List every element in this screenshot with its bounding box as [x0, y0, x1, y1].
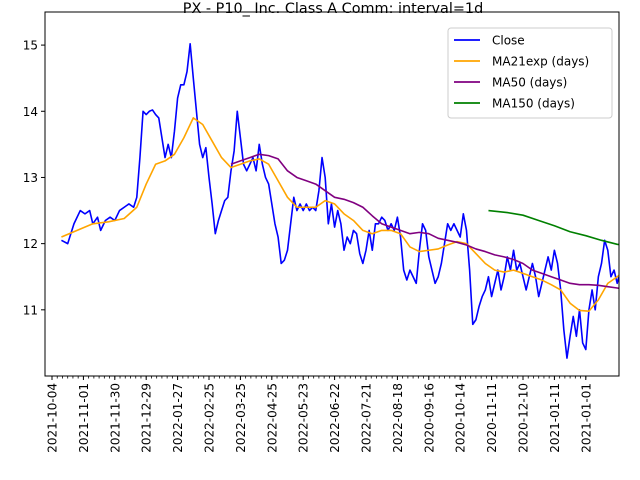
x-tick-label: 2021-01-11: [548, 383, 562, 453]
x-tick-label: 2020-10-14: [454, 383, 468, 453]
x-tick-label: 2022-08-18: [391, 383, 405, 453]
series-line-0: [61, 42, 619, 359]
legend-label: MA21exp (days): [492, 55, 589, 69]
series-line-2: [230, 153, 619, 290]
y-tick-label: 14: [23, 105, 38, 119]
x-tick-label: 2022-03-25: [234, 383, 248, 453]
y-tick-label: 13: [23, 171, 38, 185]
chart-title: PX - P10_ Inc. Class A Comm: interval=1d: [183, 1, 483, 17]
y-tick-label: 12: [23, 237, 38, 251]
series-line-1: [61, 117, 619, 312]
x-tick-label: 2021-12-29: [140, 383, 154, 453]
x-tick-label: 2021-10-04: [46, 383, 60, 453]
x-tick-label: 2022-04-25: [265, 383, 279, 453]
y-tick-label: 15: [23, 39, 38, 53]
legend-label: Close: [492, 34, 525, 48]
y-tick-label: 11: [23, 303, 38, 317]
x-tick-label: 2021-11-30: [108, 383, 122, 453]
legend-box: [447, 27, 613, 119]
x-tick-label: 2020-12-10: [517, 383, 531, 453]
plot-area: [44, 11, 620, 377]
x-tick-label: 2021-01-01: [579, 383, 593, 453]
x-tick-label: 2022-01-27: [171, 383, 185, 453]
x-axis: 2021-10-04 2021-11-01 2021-11-30 2021-12-29…: [46, 376, 593, 453]
legend-label: MA150 (days): [492, 97, 575, 111]
x-tick-label: 2021-11-01: [77, 383, 91, 453]
x-tick-label: 2022-05-23: [297, 383, 311, 453]
y-axis: 11 12 13 14 15: [23, 39, 45, 317]
x-tick-label: 2020-09-16: [422, 383, 436, 453]
legend-label: MA50 (days): [492, 76, 567, 90]
series-layer: [61, 42, 619, 359]
x-tick-label: 2022-07-21: [360, 383, 374, 453]
x-tick-label: 2022-02-25: [203, 383, 217, 453]
legend[interactable]: Close MA21exp (days) MA50 (days) MA150 (day…: [447, 27, 613, 119]
x-tick-label: 2020-11-11: [485, 383, 499, 453]
series-line-3: [488, 209, 619, 246]
x-tick-label: 2022-06-22: [328, 383, 342, 453]
